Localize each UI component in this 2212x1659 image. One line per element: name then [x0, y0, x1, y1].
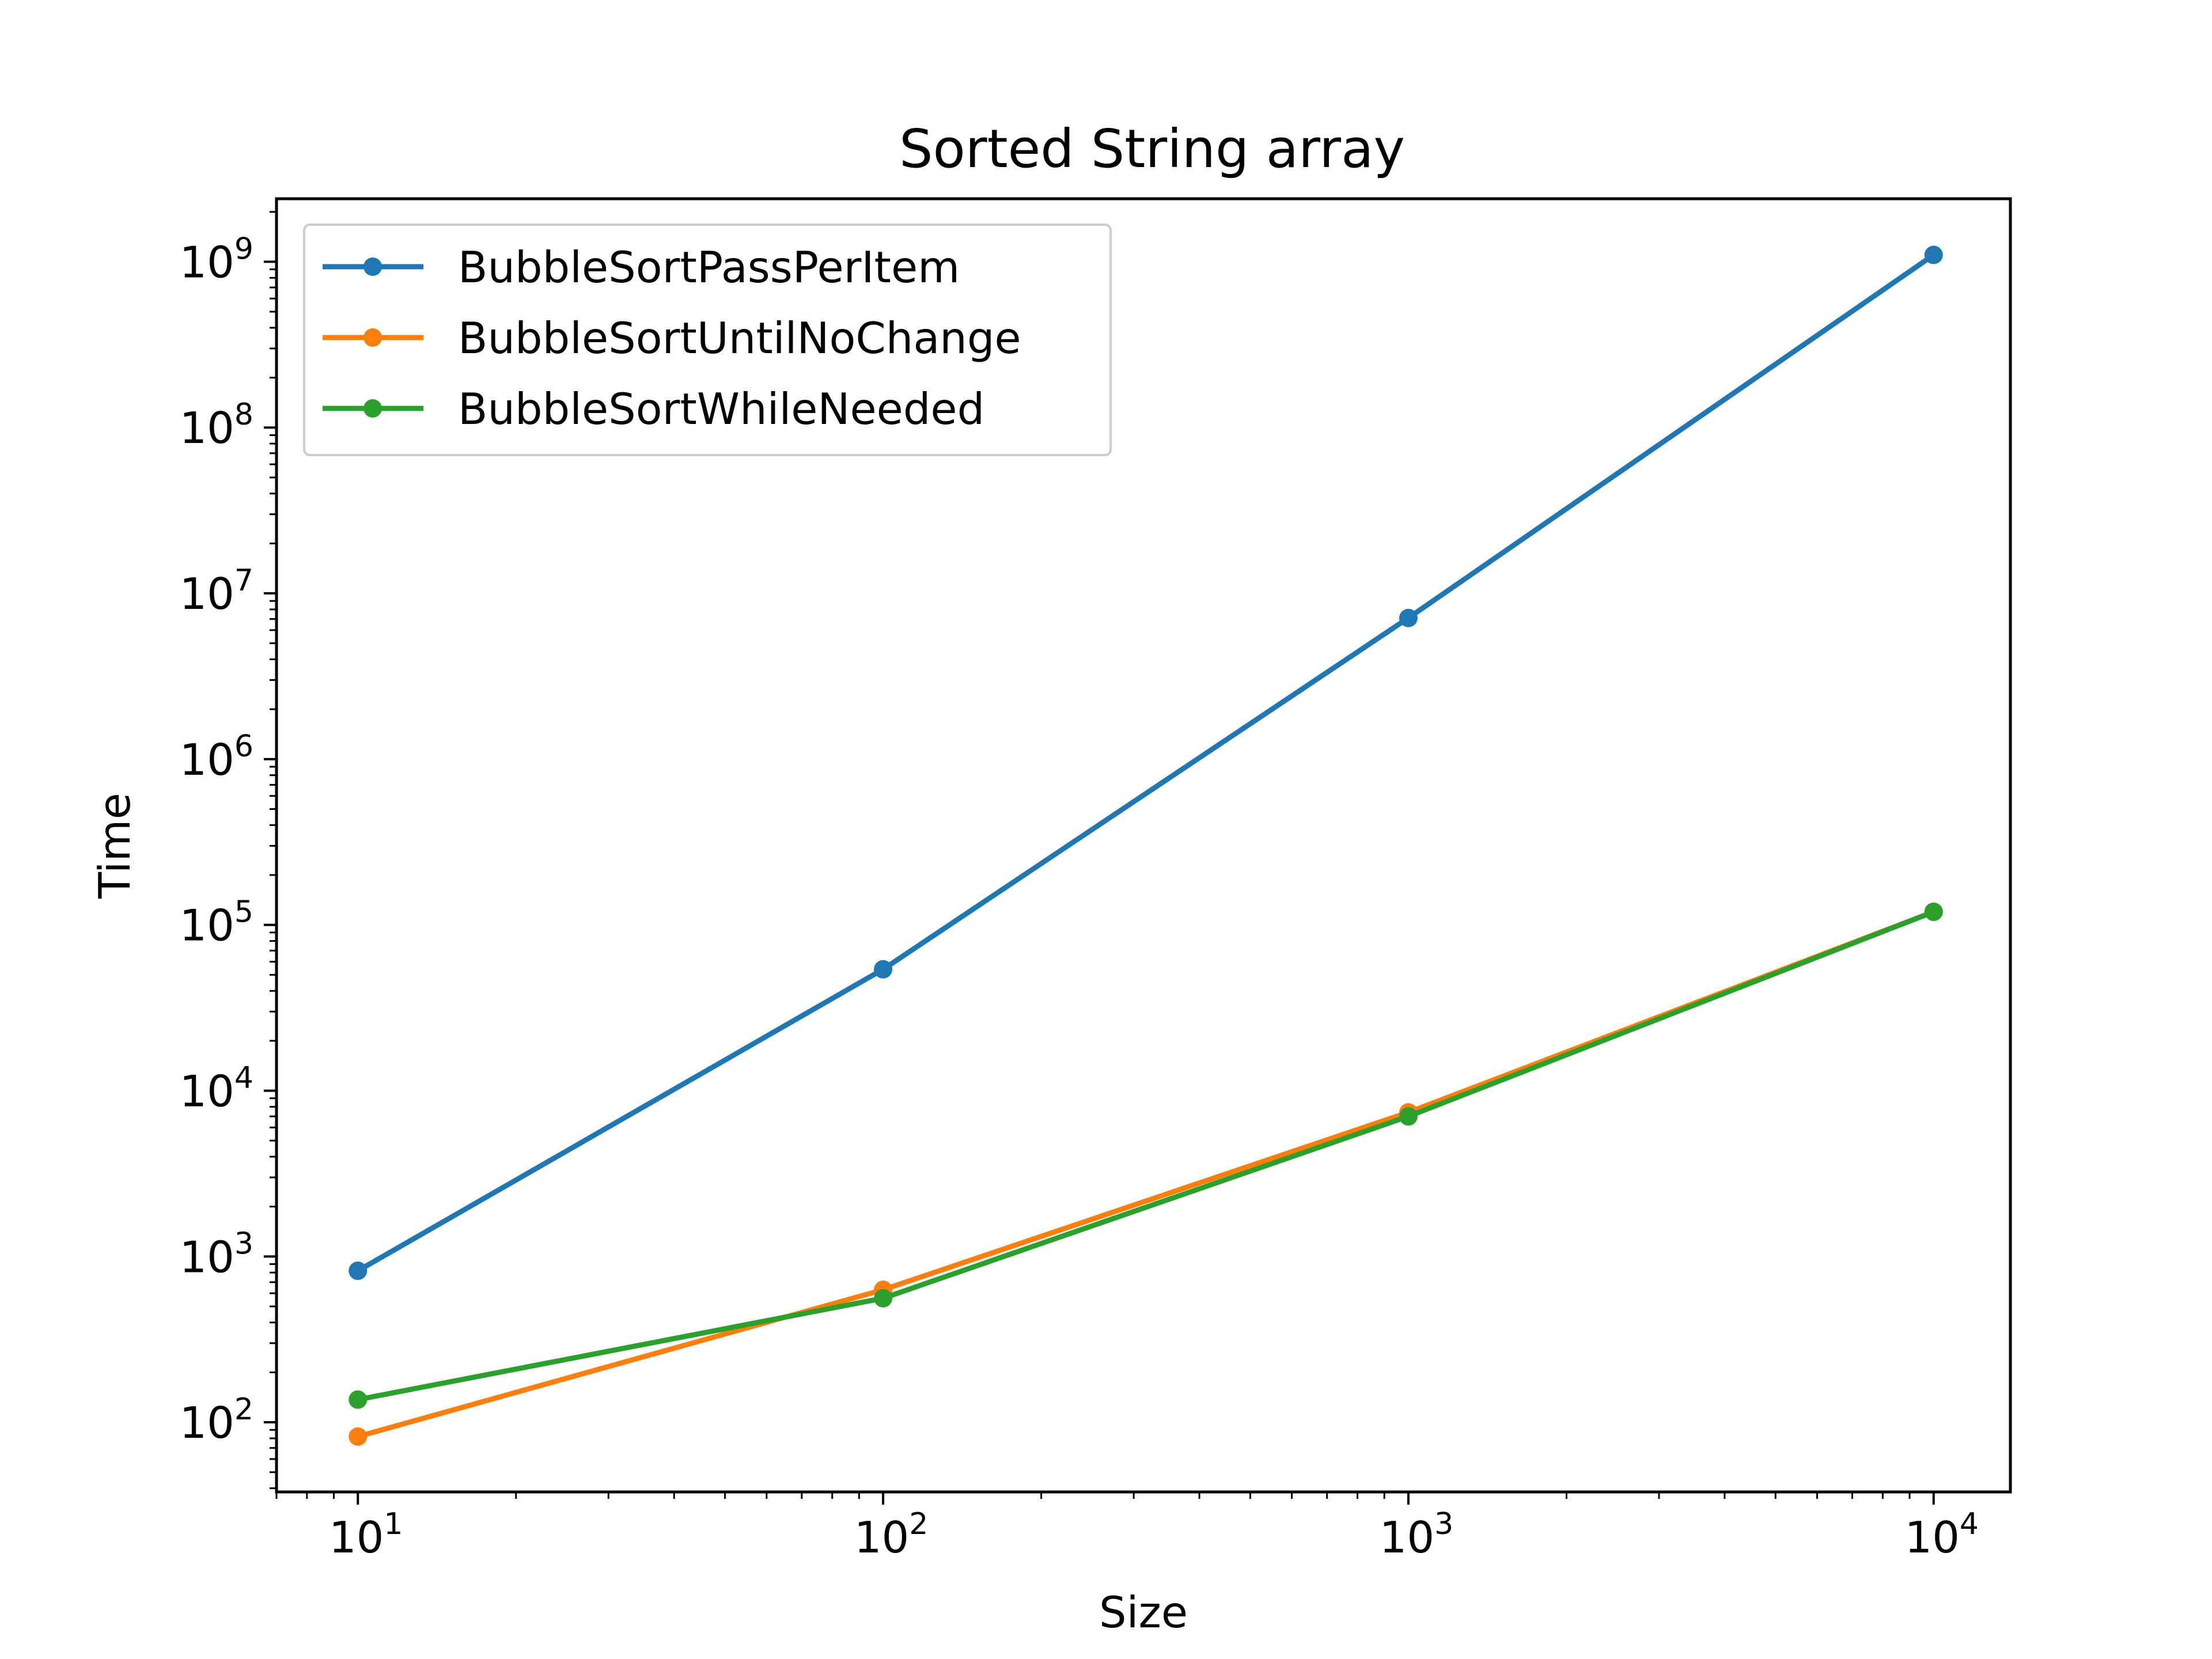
data-point	[874, 960, 893, 979]
data-point	[1399, 1107, 1418, 1126]
data-point	[349, 1262, 368, 1281]
x-tick-label: 103	[1380, 1507, 1454, 1563]
data-point	[349, 1390, 368, 1409]
x-tick-label: 101	[329, 1507, 403, 1563]
series-line	[354, 251, 1938, 1275]
legend-label: BubbleSortWhileNeeded	[458, 384, 984, 434]
y-tick-label: 109	[179, 232, 253, 287]
legend: BubbleSortPassPerItem BubbleSortUntilNoCh…	[303, 224, 1112, 456]
legend-marker	[363, 399, 382, 418]
y-tick-label: 108	[179, 397, 253, 453]
x-tick-label: 104	[1904, 1507, 1979, 1563]
y-tick-label: 104	[179, 1060, 253, 1116]
data-point	[1924, 245, 1943, 264]
x-axis: 101 102 103 104	[275, 1492, 1979, 1563]
legend-marker	[363, 257, 382, 276]
y-tick-label: 102	[179, 1392, 253, 1448]
y-tick-label: 103	[179, 1226, 253, 1282]
series-3	[349, 902, 1943, 1409]
y-axis: 102 103 104 105 106 107 108 109	[179, 211, 276, 1490]
y-tick-label: 107	[179, 563, 253, 619]
data-point	[1399, 608, 1418, 627]
legend-box	[303, 224, 1112, 456]
y-tick-label: 105	[179, 895, 253, 951]
legend-item: BubbleSortWhileNeeded	[323, 384, 984, 434]
series-line	[354, 908, 1937, 1403]
data-point	[349, 1427, 368, 1446]
data-point	[874, 1289, 893, 1308]
y-axis-label: Time	[89, 793, 140, 899]
y-tick-label: 106	[179, 729, 253, 785]
legend-item: BubbleSortPassPerItem	[323, 242, 960, 293]
x-axis-label: Size	[1099, 1587, 1188, 1638]
data-point	[1924, 902, 1943, 921]
plot-series	[349, 245, 1943, 1446]
legend-item: BubbleSortUntilNoChange	[323, 313, 1021, 363]
legend-label: BubbleSortPassPerItem	[458, 242, 960, 293]
legend-marker	[363, 328, 382, 347]
legend-label: BubbleSortUntilNoChange	[458, 313, 1021, 363]
x-tick-label: 102	[854, 1507, 929, 1563]
series-1	[349, 245, 1943, 1281]
chart-title: Sorted String array	[899, 118, 1405, 180]
